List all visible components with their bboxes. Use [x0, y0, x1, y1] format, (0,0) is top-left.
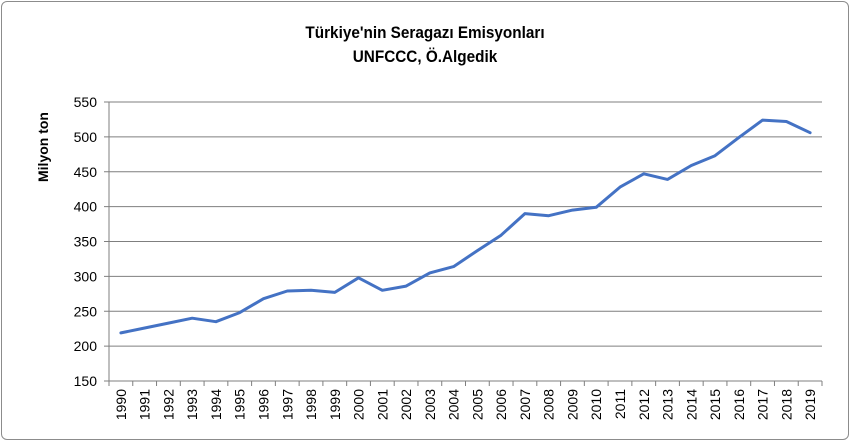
- x-tick-label: 1993: [184, 389, 200, 420]
- x-tick-label: 2009: [564, 389, 580, 420]
- y-tick-label: 300: [74, 268, 98, 284]
- y-tick-label: 500: [74, 129, 98, 145]
- y-tick-label: 450: [74, 164, 98, 180]
- data-point: [547, 214, 550, 217]
- series-group: [119, 118, 812, 335]
- x-tick-label: 1992: [160, 389, 176, 420]
- x-tick-label: 1998: [303, 389, 319, 420]
- data-point: [167, 321, 170, 325]
- grid-lines: [108, 101, 822, 382]
- x-axis-ticks: 1990 1991 1992 1993 1994 1995 1996 1997 1998 1999…: [108, 381, 823, 420]
- data-point: [761, 118, 764, 122]
- x-tick-label: 2011: [612, 389, 628, 419]
- x-tick-label: 2003: [422, 389, 438, 420]
- data-point: [333, 291, 336, 294]
- x-tick-label: 1996: [255, 389, 271, 420]
- x-tick-label: 1994: [208, 389, 224, 420]
- y-axis-label: Milyon ton: [35, 112, 51, 182]
- data-point: [618, 185, 622, 189]
- x-tick-label: 2000: [351, 389, 367, 420]
- data-point: [595, 206, 598, 209]
- x-tick-label: 2016: [731, 389, 747, 420]
- y-tick-label: 250: [74, 303, 98, 319]
- x-tick-label: 1999: [327, 389, 343, 420]
- data-point: [499, 234, 503, 237]
- x-tick-label: 2004: [446, 389, 462, 420]
- y-tick-label: 200: [74, 338, 98, 354]
- y-axis-ticks: 150 200 250 300 350 400 450 500 550: [74, 94, 109, 389]
- y-tick-label: 550: [74, 94, 98, 110]
- series-line: [119, 118, 812, 335]
- y-tick-label: 150: [74, 373, 98, 389]
- x-tick-label: 2018: [778, 389, 794, 420]
- data-point: [286, 289, 289, 293]
- data-point: [785, 120, 788, 123]
- x-tick-label: 2015: [707, 389, 723, 420]
- x-tick-label: 1997: [279, 389, 295, 420]
- data-point: [690, 164, 693, 167]
- x-tick-label: 2010: [588, 389, 604, 420]
- y-tick-label: 350: [74, 234, 98, 250]
- data-point: [262, 297, 265, 300]
- data-point: [119, 331, 123, 335]
- data-point: [238, 311, 241, 314]
- data-point: [214, 320, 218, 323]
- data-point: [571, 208, 574, 212]
- data-point: [642, 172, 645, 176]
- x-tick-label: 2014: [683, 389, 699, 420]
- x-tick-label: 2008: [541, 389, 557, 420]
- y-tick-label: 400: [74, 199, 98, 215]
- data-point: [309, 289, 313, 292]
- x-tick-label: 2019: [802, 389, 818, 420]
- data-point: [143, 326, 146, 330]
- data-point: [428, 271, 432, 275]
- x-tick-label: 2013: [660, 389, 676, 420]
- data-point: [190, 317, 194, 320]
- data-point: [357, 276, 360, 279]
- data-point: [666, 178, 669, 181]
- chart-title: Türkiye'nin Seragazı Emisyonları: [305, 23, 545, 42]
- x-tick-label: 2007: [517, 389, 533, 420]
- data-point: [476, 249, 479, 252]
- x-tick-label: 2005: [469, 389, 485, 420]
- data-point: [713, 154, 717, 157]
- chart-subtitle: UNFCCC, Ö.Algedik: [352, 47, 498, 66]
- data-point: [404, 284, 408, 288]
- x-tick-label: 1995: [232, 389, 248, 420]
- data-point: [452, 265, 455, 268]
- data-point: [381, 289, 384, 292]
- x-tick-label: 1991: [137, 389, 153, 420]
- x-tick-label: 2017: [755, 389, 771, 420]
- data-point: [523, 212, 527, 215]
- data-point: [808, 131, 812, 134]
- x-tick-label: 2002: [398, 389, 414, 420]
- x-tick-label: 2001: [374, 389, 390, 420]
- x-tick-label: 2006: [493, 389, 509, 420]
- data-point: [737, 136, 741, 139]
- x-tick-label: 1990: [113, 389, 129, 420]
- x-tick-label: 2012: [636, 389, 652, 420]
